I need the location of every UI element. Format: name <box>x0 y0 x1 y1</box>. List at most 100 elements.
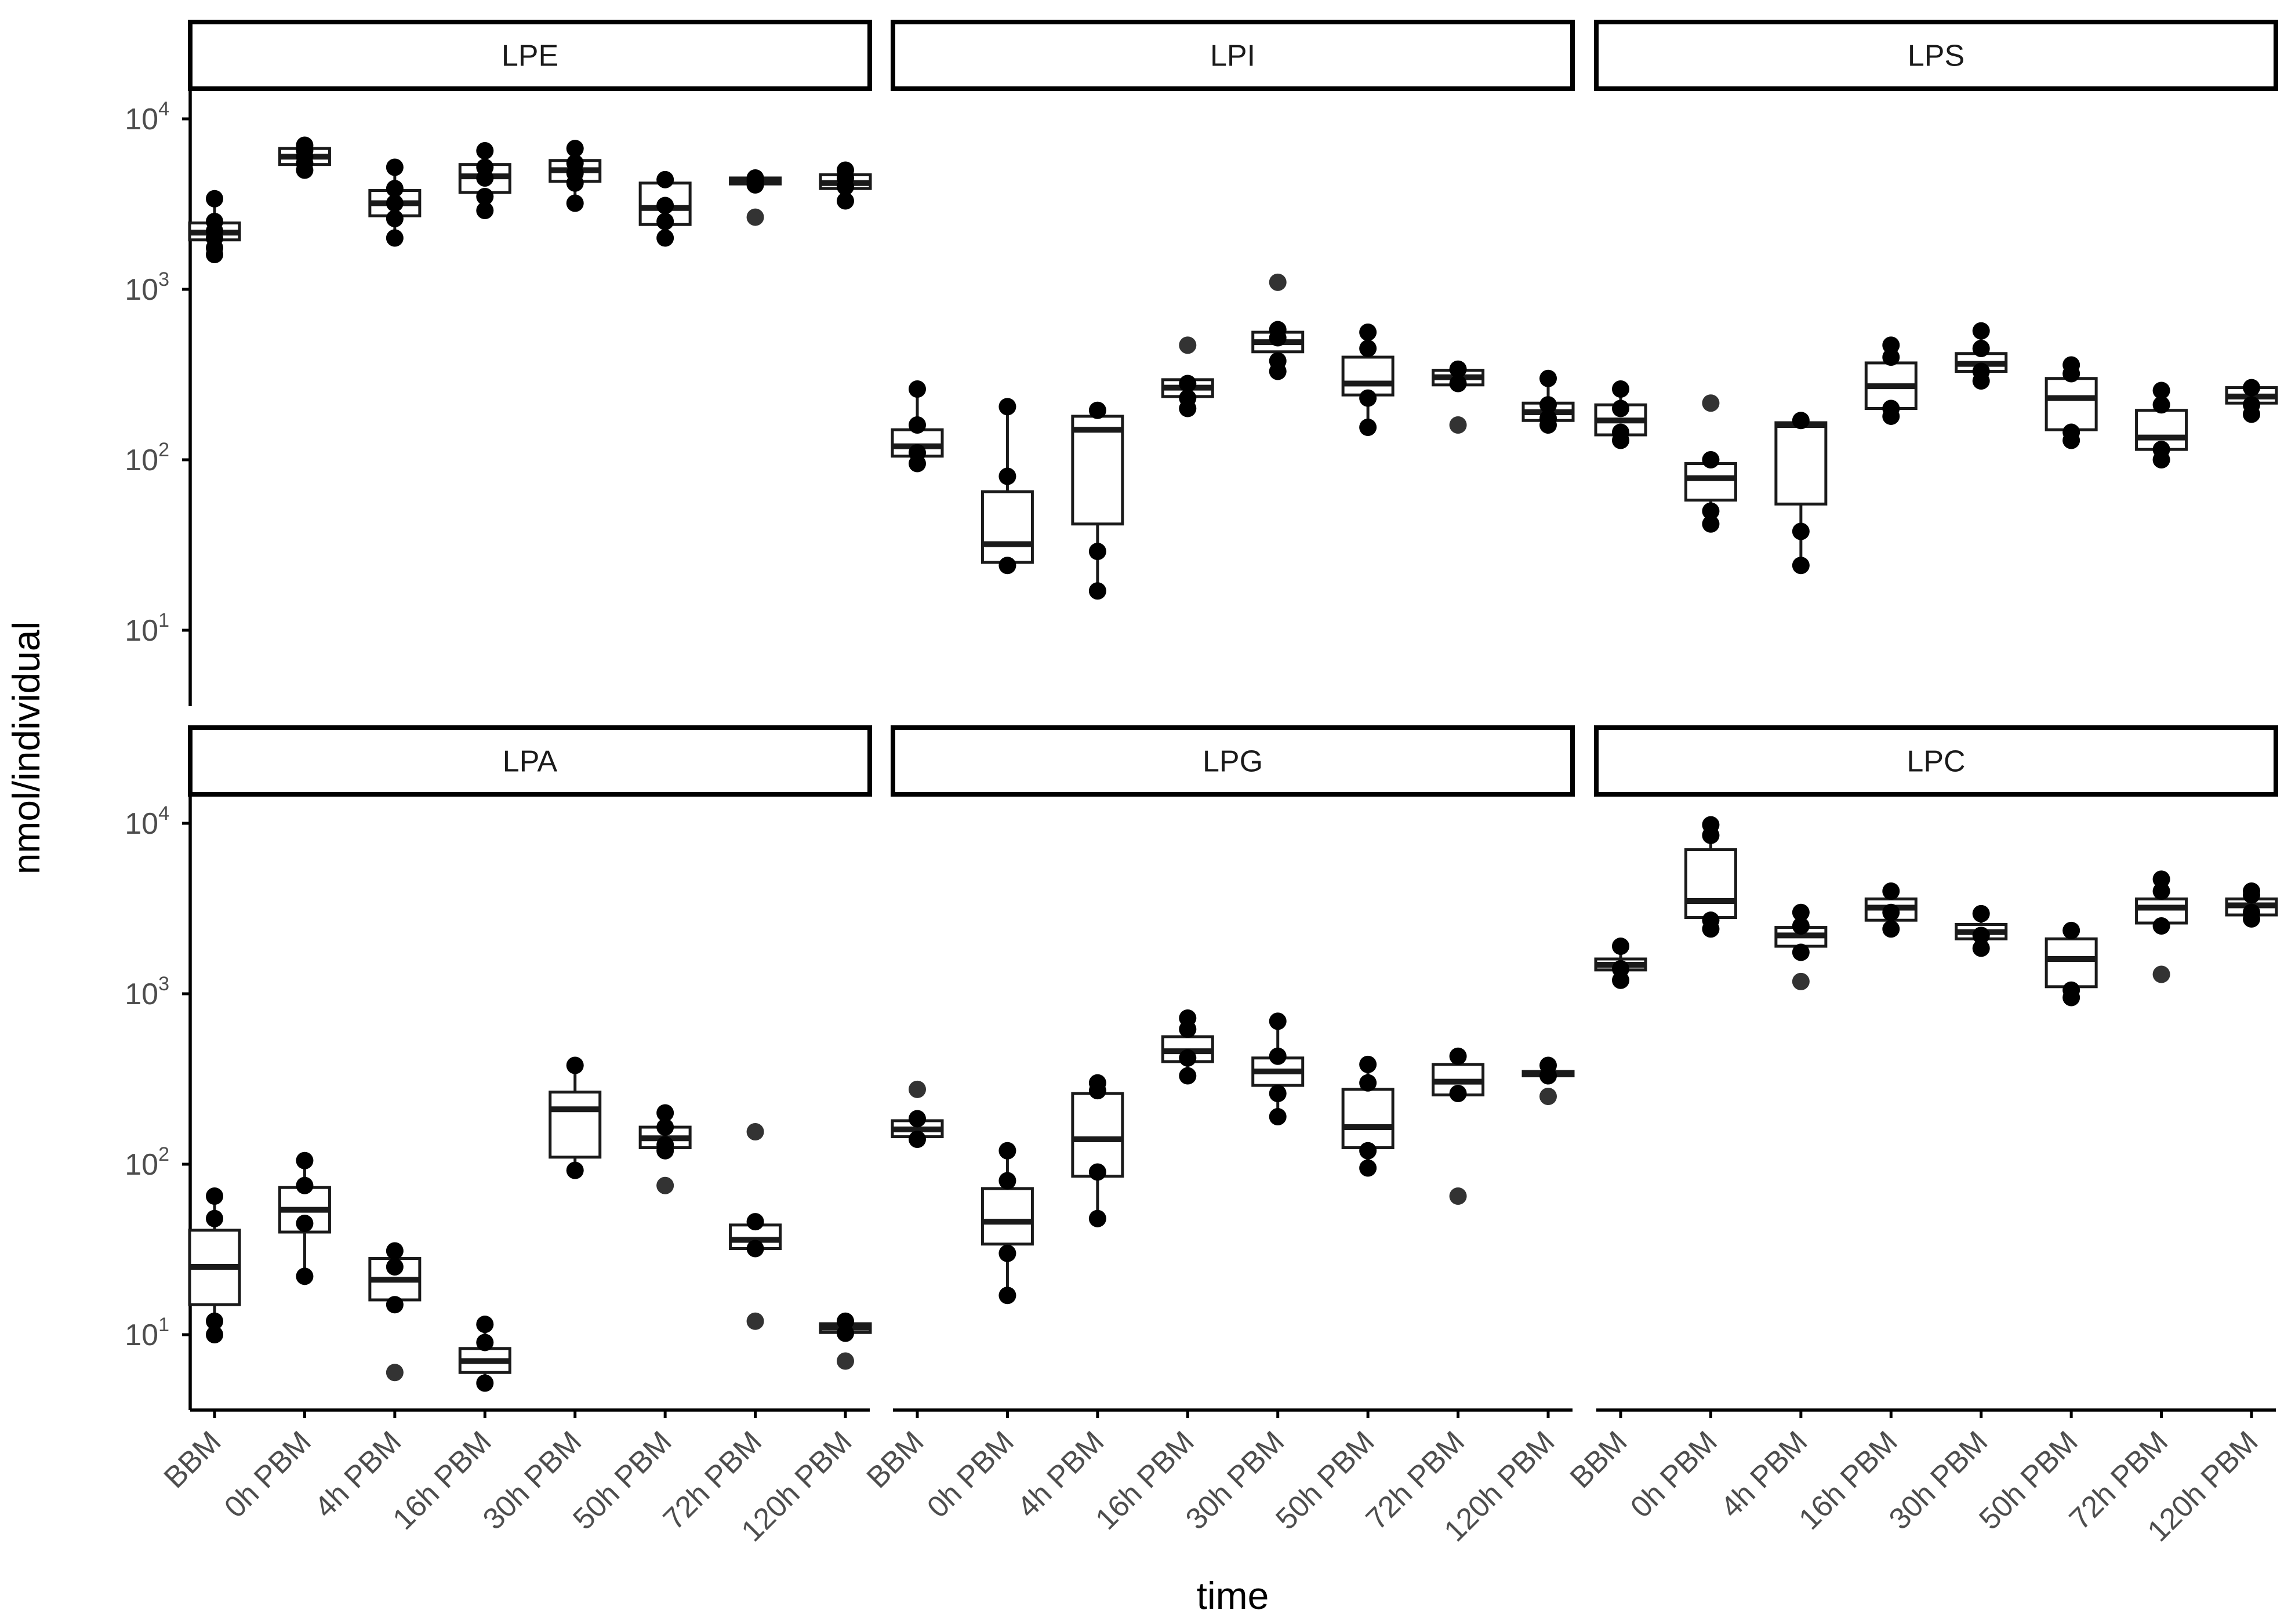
data-point <box>1882 348 1900 366</box>
box-lpc-3 <box>1864 882 1918 938</box>
strip-lpc <box>1594 725 2278 797</box>
outlier-point <box>746 1312 764 1330</box>
y-tick-label: 104 <box>125 802 169 841</box>
box-lpe-0 <box>188 190 241 263</box>
data-point <box>1792 943 1810 961</box>
panel-lpi: LPI <box>891 20 1575 600</box>
data-point <box>998 1287 1016 1305</box>
outlier-point <box>837 1352 854 1370</box>
box-lps-0 <box>1594 380 1647 449</box>
box-iqr <box>981 1187 1034 1246</box>
data-point <box>1269 1108 1287 1126</box>
data-point <box>1539 409 1557 427</box>
outlier-point <box>656 1176 674 1194</box>
data-point <box>656 1118 674 1136</box>
data-point <box>476 1334 494 1351</box>
box-lpi-7 <box>1521 369 1575 434</box>
box-lpa-4 <box>549 1056 602 1179</box>
box-lpc-1 <box>1684 816 1737 938</box>
outlier-point <box>1792 972 1810 990</box>
x-tick-label: 16h PBM <box>1090 1425 1201 1536</box>
strip-lpi <box>891 20 1575 91</box>
data-point <box>476 142 494 160</box>
panel-lpe: LPE 101 102 103 104 <box>125 20 872 706</box>
box-lps-2 <box>1774 412 1828 575</box>
x-tick-label: 0h PBM <box>218 1425 318 1524</box>
outlier-point <box>1449 416 1467 434</box>
data-point <box>2243 882 2260 900</box>
data-point <box>1269 321 1287 339</box>
data-point <box>1792 903 1810 921</box>
data-point <box>2062 981 2080 999</box>
box-lpe-2 <box>368 158 422 247</box>
outlier-point <box>386 1364 404 1382</box>
data-point <box>1882 903 1900 921</box>
box-lps-3 <box>1864 336 1918 425</box>
data-point <box>1088 543 1106 561</box>
data-point <box>2152 382 2170 399</box>
x-tick-label: 30h PBM <box>477 1425 588 1536</box>
strip-label: LPC <box>1907 745 1965 779</box>
data-point <box>998 1172 1016 1190</box>
data-point <box>206 213 223 231</box>
data-point <box>1359 1159 1377 1177</box>
data-point <box>1702 451 1720 468</box>
y-tick-label: 102 <box>125 1143 169 1182</box>
data-point <box>1179 375 1197 393</box>
data-point <box>1882 336 1900 354</box>
data-point <box>206 190 223 208</box>
data-point <box>1882 920 1900 938</box>
box-lps-1 <box>1684 394 1737 533</box>
data-point <box>1972 339 1990 357</box>
data-point <box>566 154 584 172</box>
y-tick-label: 104 <box>125 98 169 136</box>
data-point <box>296 1176 314 1194</box>
data-point <box>1539 369 1557 387</box>
data-point <box>2062 423 2080 441</box>
box-iqr <box>1684 462 1737 502</box>
data-point <box>1882 882 1900 900</box>
box-lpi-1 <box>981 398 1034 575</box>
data-point <box>386 158 404 176</box>
box-lpa-3 <box>458 1316 511 1392</box>
box-iqr <box>2045 937 2098 989</box>
box-lpa-0 <box>188 1187 241 1343</box>
data-point <box>998 1244 1016 1262</box>
data-point <box>656 170 674 188</box>
box-lpg-7 <box>1521 1056 1575 1106</box>
data-point <box>2243 379 2260 397</box>
data-point <box>296 1267 314 1285</box>
x-tick-label: 0h PBM <box>1624 1425 1724 1524</box>
data-point <box>1539 396 1557 414</box>
data-point <box>1179 389 1197 407</box>
y-tick-label: 101 <box>125 1314 169 1352</box>
box-lpe-4 <box>549 140 602 212</box>
data-point <box>1449 1047 1467 1065</box>
x-axis-title: time <box>1197 1574 1269 1617</box>
x-tick-label: BBM <box>860 1425 931 1495</box>
data-point <box>837 1312 854 1330</box>
outlier-point <box>746 208 764 226</box>
panel-lps: LPS <box>1594 20 2278 575</box>
data-point <box>837 161 854 179</box>
box-lpg-1 <box>981 1142 1034 1305</box>
box-lpg-3 <box>1161 1009 1214 1085</box>
data-point <box>1088 1209 1106 1227</box>
data-point <box>1449 360 1467 378</box>
box-iqr <box>1684 848 1737 920</box>
strip-label: LPE <box>502 39 558 73</box>
data-point <box>746 1240 764 1258</box>
data-point <box>386 209 404 227</box>
data-point <box>1449 1084 1467 1102</box>
data-point <box>1612 399 1629 417</box>
box-lps-7 <box>2225 379 2278 423</box>
box-lpe-3 <box>458 142 511 220</box>
box-lpg-4 <box>1251 1012 1305 1126</box>
data-point <box>656 1136 674 1154</box>
box-lps-6 <box>2135 382 2188 468</box>
box-lpa-7 <box>819 1312 872 1370</box>
box-lpi-0 <box>891 380 944 473</box>
